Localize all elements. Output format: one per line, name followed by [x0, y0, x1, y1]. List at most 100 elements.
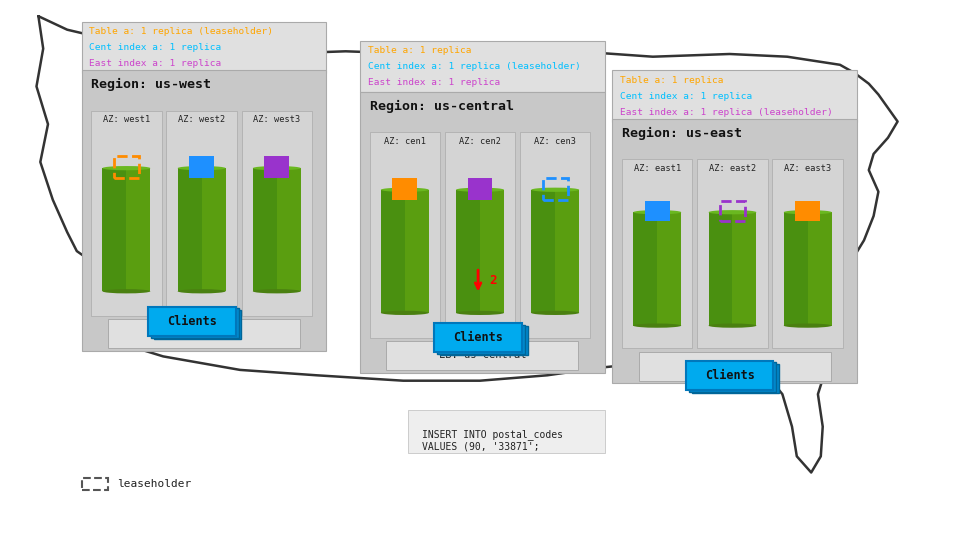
- FancyBboxPatch shape: [444, 132, 516, 338]
- FancyBboxPatch shape: [440, 326, 528, 355]
- Text: Cent index a: 1 replica (leaseholder): Cent index a: 1 replica (leaseholder): [368, 62, 581, 71]
- Ellipse shape: [381, 310, 429, 315]
- Text: LB: us-west: LB: us-west: [170, 329, 238, 339]
- FancyBboxPatch shape: [148, 307, 236, 336]
- Polygon shape: [103, 168, 127, 291]
- Text: leaseholder: leaseholder: [117, 479, 191, 489]
- Text: AZ: east1: AZ: east1: [634, 164, 681, 173]
- Text: Table a: 1 replica: Table a: 1 replica: [620, 76, 724, 85]
- Ellipse shape: [456, 310, 504, 315]
- FancyBboxPatch shape: [108, 319, 300, 348]
- FancyBboxPatch shape: [370, 132, 440, 338]
- Polygon shape: [634, 212, 658, 326]
- Ellipse shape: [252, 166, 300, 170]
- Text: AZ: cen1: AZ: cen1: [384, 137, 426, 146]
- FancyBboxPatch shape: [456, 190, 504, 313]
- Text: East index a: 1 replica (leaseholder): East index a: 1 replica (leaseholder): [620, 108, 833, 117]
- Text: LB: us-central: LB: us-central: [439, 350, 526, 360]
- FancyBboxPatch shape: [151, 308, 238, 338]
- Text: AZ: cen2: AZ: cen2: [459, 137, 501, 146]
- FancyBboxPatch shape: [783, 212, 831, 326]
- Ellipse shape: [531, 310, 579, 315]
- FancyBboxPatch shape: [360, 40, 605, 92]
- Polygon shape: [252, 168, 276, 291]
- FancyBboxPatch shape: [252, 168, 300, 291]
- FancyBboxPatch shape: [691, 364, 780, 393]
- Text: Cent index a: 1 replica: Cent index a: 1 replica: [620, 92, 753, 101]
- FancyBboxPatch shape: [91, 111, 161, 316]
- Ellipse shape: [634, 210, 682, 214]
- FancyBboxPatch shape: [434, 323, 522, 352]
- Ellipse shape: [708, 210, 756, 214]
- Text: LB: us-east: LB: us-east: [701, 361, 769, 371]
- FancyBboxPatch shape: [242, 111, 312, 316]
- FancyBboxPatch shape: [387, 341, 578, 370]
- Text: AZ: west1: AZ: west1: [103, 115, 150, 124]
- Text: Table a: 1 replica: Table a: 1 replica: [368, 46, 471, 55]
- Polygon shape: [381, 190, 405, 313]
- Polygon shape: [178, 168, 202, 291]
- Ellipse shape: [783, 210, 831, 214]
- Ellipse shape: [708, 323, 756, 328]
- FancyBboxPatch shape: [685, 361, 774, 390]
- Text: INSERT INTO postal_codes
VALUES (90, '33871';: INSERT INTO postal_codes VALUES (90, '33…: [422, 429, 564, 452]
- FancyBboxPatch shape: [708, 212, 756, 326]
- FancyBboxPatch shape: [697, 159, 768, 348]
- Ellipse shape: [381, 187, 429, 192]
- FancyBboxPatch shape: [639, 352, 830, 381]
- Text: AZ: west2: AZ: west2: [178, 115, 226, 124]
- Ellipse shape: [456, 187, 504, 192]
- Text: AZ: west3: AZ: west3: [253, 115, 300, 124]
- Text: 2: 2: [490, 274, 497, 287]
- FancyBboxPatch shape: [166, 111, 237, 316]
- FancyBboxPatch shape: [408, 410, 605, 453]
- FancyBboxPatch shape: [531, 190, 579, 313]
- Text: East index a: 1 replica: East index a: 1 replica: [89, 59, 222, 69]
- FancyBboxPatch shape: [773, 159, 843, 348]
- Text: Clients: Clients: [167, 315, 217, 328]
- FancyBboxPatch shape: [264, 156, 289, 178]
- Polygon shape: [708, 212, 732, 326]
- Ellipse shape: [531, 187, 579, 192]
- FancyBboxPatch shape: [645, 201, 670, 221]
- FancyBboxPatch shape: [622, 159, 692, 348]
- Polygon shape: [783, 212, 807, 326]
- Text: Region: us-west: Region: us-west: [91, 78, 211, 91]
- FancyBboxPatch shape: [438, 325, 524, 354]
- Polygon shape: [531, 190, 555, 313]
- FancyBboxPatch shape: [82, 22, 326, 73]
- FancyBboxPatch shape: [189, 156, 214, 178]
- Text: Region: us-east: Region: us-east: [622, 127, 742, 140]
- Text: Region: us-central: Region: us-central: [370, 100, 514, 113]
- Text: AZ: east3: AZ: east3: [784, 164, 831, 173]
- Polygon shape: [456, 190, 480, 313]
- FancyBboxPatch shape: [393, 178, 418, 200]
- FancyBboxPatch shape: [520, 132, 590, 338]
- Ellipse shape: [252, 289, 300, 293]
- Ellipse shape: [178, 166, 226, 170]
- Text: AZ: east2: AZ: east2: [708, 164, 756, 173]
- Ellipse shape: [783, 323, 831, 328]
- FancyBboxPatch shape: [178, 168, 226, 291]
- Ellipse shape: [634, 323, 682, 328]
- Ellipse shape: [103, 289, 151, 293]
- FancyBboxPatch shape: [360, 92, 605, 373]
- FancyBboxPatch shape: [381, 190, 429, 313]
- FancyBboxPatch shape: [103, 168, 151, 291]
- FancyBboxPatch shape: [468, 178, 492, 200]
- Text: Cent index a: 1 replica: Cent index a: 1 replica: [89, 43, 222, 52]
- Text: Clients: Clients: [705, 369, 755, 382]
- Text: East index a: 1 replica: East index a: 1 replica: [368, 78, 500, 87]
- Text: Table a: 1 replica (leaseholder): Table a: 1 replica (leaseholder): [89, 27, 274, 36]
- Ellipse shape: [178, 289, 226, 293]
- FancyBboxPatch shape: [795, 201, 820, 221]
- FancyBboxPatch shape: [612, 70, 857, 122]
- Text: Clients: Clients: [453, 331, 503, 344]
- FancyBboxPatch shape: [154, 310, 242, 339]
- FancyBboxPatch shape: [689, 362, 776, 392]
- FancyBboxPatch shape: [634, 212, 682, 326]
- FancyBboxPatch shape: [82, 70, 326, 351]
- Ellipse shape: [103, 166, 151, 170]
- FancyBboxPatch shape: [612, 119, 857, 383]
- Text: AZ: cen3: AZ: cen3: [534, 137, 576, 146]
